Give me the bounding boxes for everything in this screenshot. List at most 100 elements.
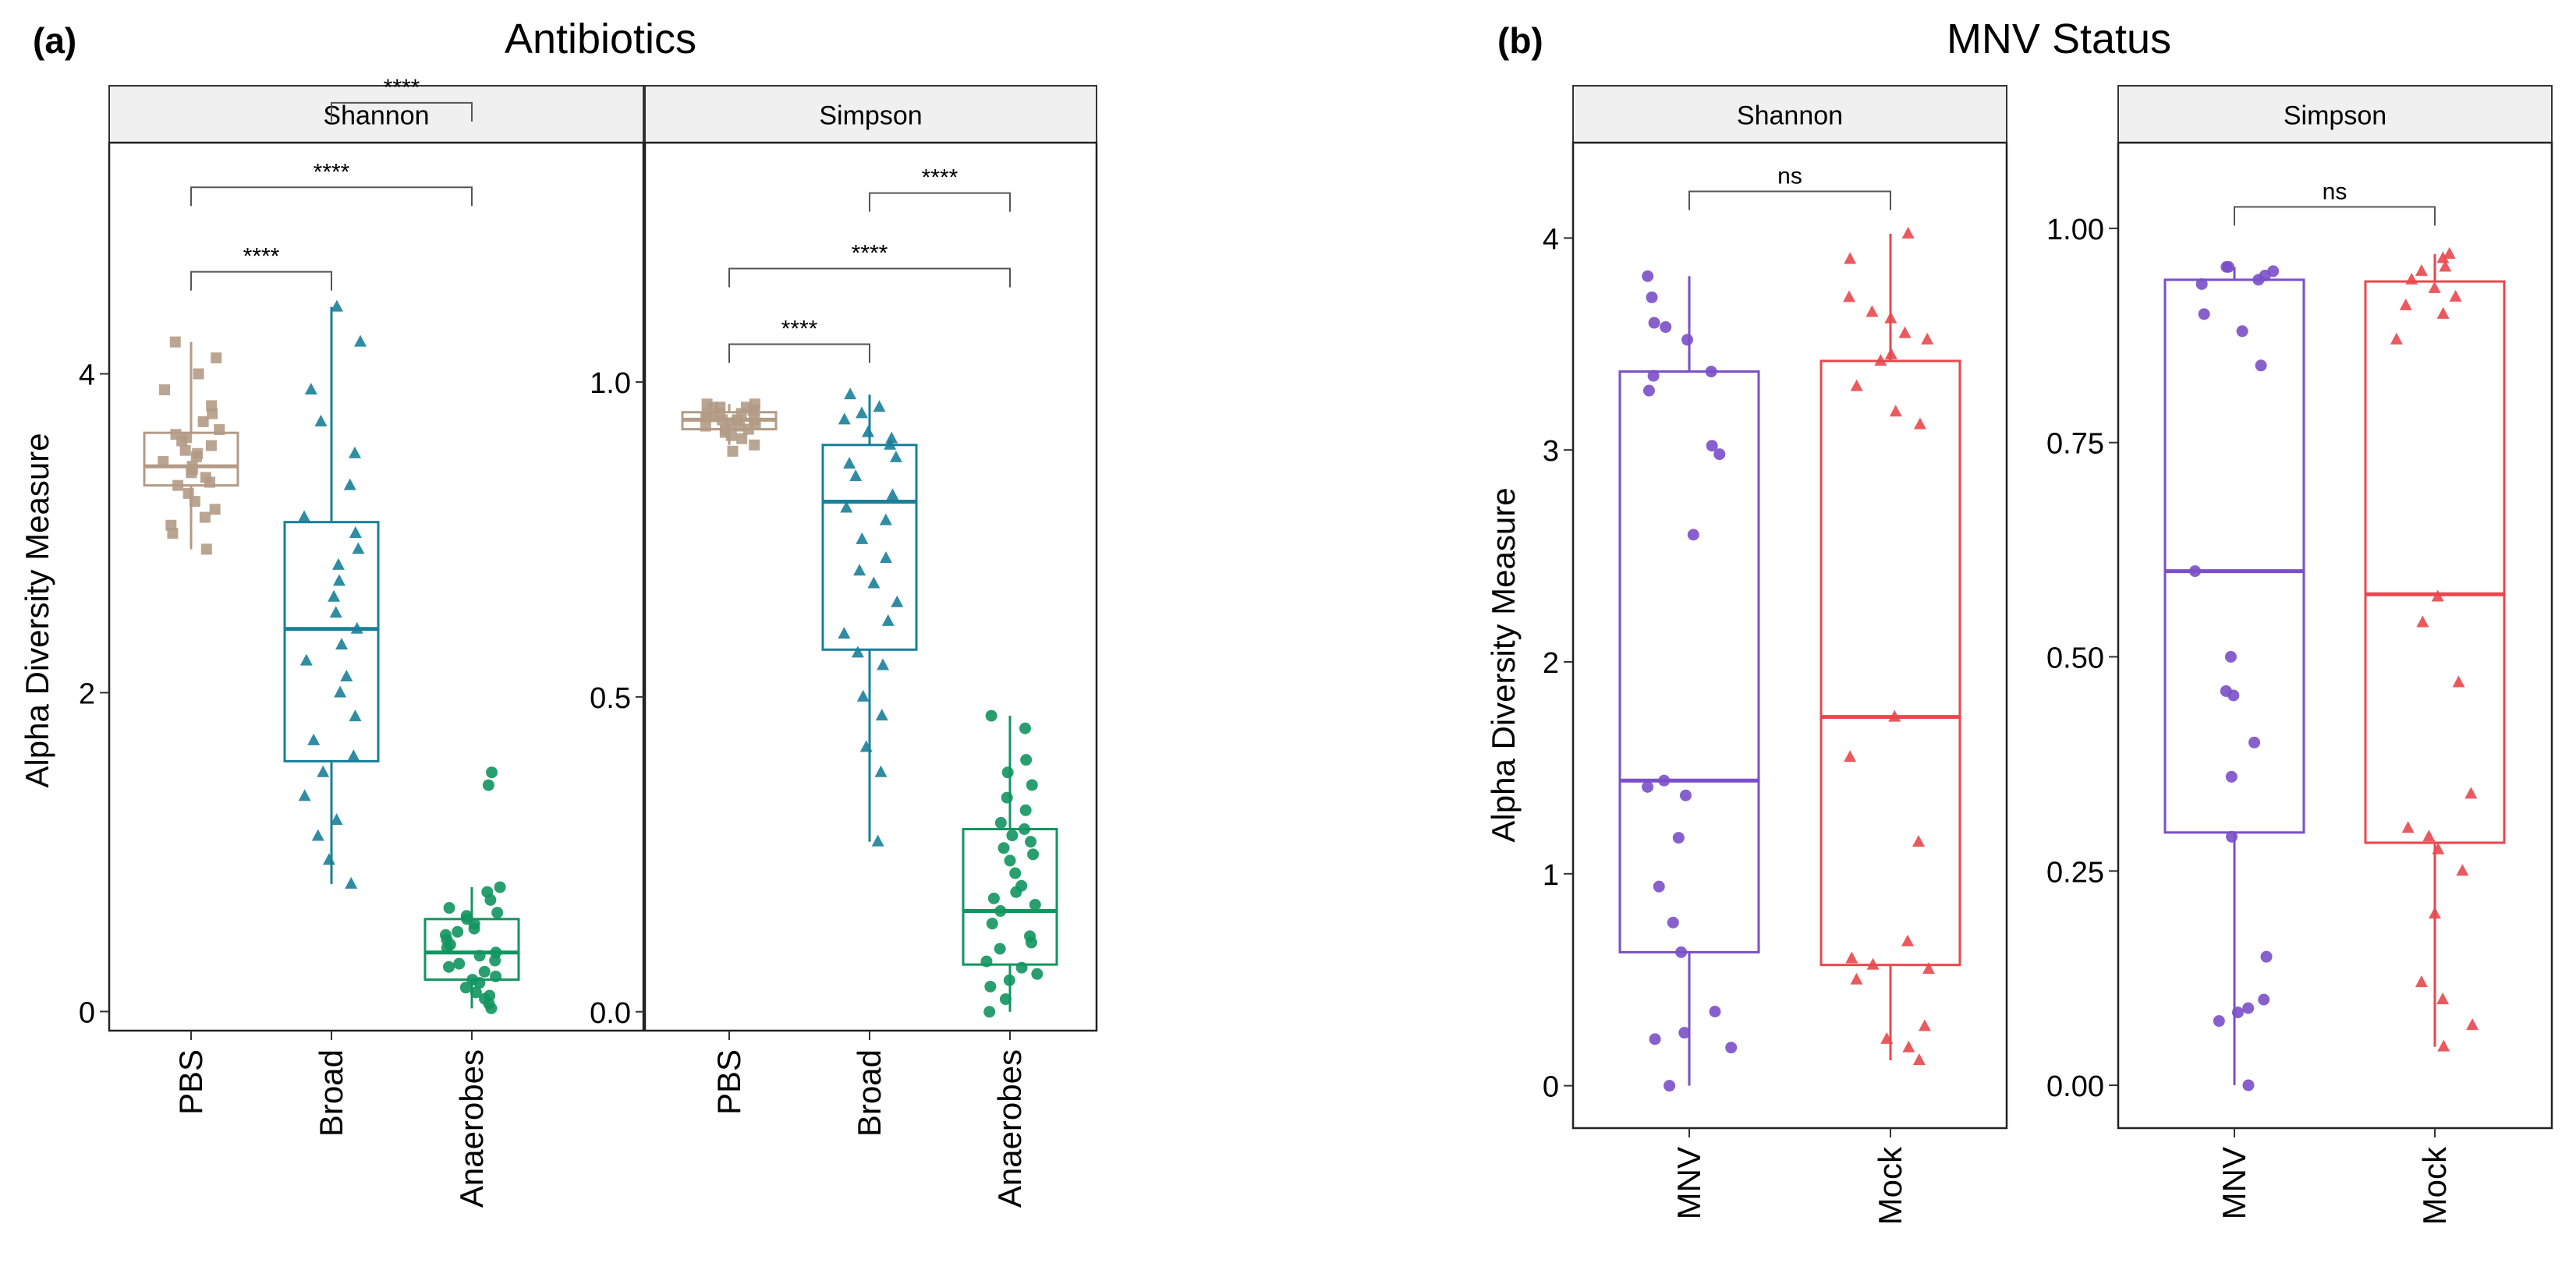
box [2364,280,2506,844]
data-point [2415,975,2428,988]
box [962,828,1058,966]
data-point [1844,750,1857,762]
data-point [1902,1040,1915,1052]
facet-strip-label: Simpson [819,101,922,131]
y-tick-label: 0.5 [590,682,631,715]
data-point [874,765,888,777]
data-point [2415,264,2428,276]
data-point [2466,1018,2479,1031]
data-point [482,779,494,791]
data-point [1658,774,1671,787]
data-point [439,929,452,941]
data-point [873,400,886,412]
data-point [453,957,466,970]
data-point [994,905,1007,918]
data-point [2226,830,2238,843]
data-point [1029,898,1041,911]
facet-strip-label: Simpson [2284,101,2386,131]
data-point [340,670,353,682]
data-point [879,513,892,525]
data-point [1679,789,1692,801]
box [821,444,918,651]
data-point [2401,821,2415,833]
data-point [443,902,455,914]
y-tick-label: 0.25 [2046,856,2104,889]
data-point [491,907,504,919]
data-point [2260,950,2273,963]
data-point [1667,916,1679,929]
panel-b-y-axis-label: Alpha Diversity Measure [1485,487,1522,842]
data-point [1010,886,1022,898]
box [1618,370,1760,953]
data-point [2248,736,2261,748]
data-point [484,989,496,1002]
data-point [1672,832,1685,844]
data-point [1845,951,1858,964]
significance-bracket [728,267,1011,288]
plot-border [1571,141,2008,1130]
data-point [884,437,897,450]
data-point [200,472,211,483]
x-tick-label: Anaerobes [991,1049,1028,1208]
data-point [2436,306,2450,319]
data-point [328,589,341,602]
data-point [2439,260,2452,272]
data-point [1025,836,1037,848]
data-point [2436,992,2450,1005]
significance-bracket [190,271,332,291]
y-tick-label: 4 [1543,223,1559,256]
data-point [2405,272,2418,285]
significance-label: **** [781,316,818,341]
data-point [332,574,345,586]
data-point [856,689,870,702]
data-point [1687,529,1699,541]
data-point [749,439,760,451]
box [2163,278,2305,834]
data-point [1675,946,1688,958]
data-point [1664,1080,1676,1092]
data-point [322,853,335,865]
panel-a-title: Antibiotics [505,16,696,62]
data-point [2258,993,2270,1006]
data-point [2236,325,2248,338]
data-point [2267,265,2280,278]
data-point [1649,1033,1661,1045]
data-point [1889,405,1902,417]
data-point [2242,1002,2255,1014]
data-point [211,352,222,364]
data-point [1901,934,1914,946]
data-point [1705,366,1717,378]
data-point [459,982,472,994]
data-point [473,950,486,962]
significance-bracket [869,192,1011,212]
data-point [317,765,330,777]
data-point [1681,334,1693,346]
facet-strip-label: Shannon [1737,101,1843,131]
data-point [311,829,324,841]
data-point [172,479,184,491]
significance-bracket [331,101,473,122]
data-point [329,606,342,618]
data-point [481,886,494,898]
data-point [877,658,890,670]
data-point [1918,1019,1931,1031]
data-point [851,646,864,658]
data-point [1027,848,1040,861]
data-point [490,946,502,959]
facet-b-simpson: Simpson 0.00 0.25 0.50 0.75 1.00 ns MNV Mock [2046,85,2553,1225]
data-point [335,638,349,650]
data-point [1001,791,1013,804]
data-point [880,551,893,564]
y-tick-label: 1.00 [2046,214,2104,246]
data-point [985,709,997,722]
data-point [452,925,464,938]
x-tick-label: Broad [313,1049,349,1137]
data-point [349,709,362,722]
data-point [209,504,221,515]
data-point [1912,1053,1926,1066]
x-tick-label: Broad [851,1049,888,1137]
plot-border [2117,141,2553,1130]
data-point [856,532,869,544]
data-point [984,980,997,992]
data-point [186,461,198,472]
